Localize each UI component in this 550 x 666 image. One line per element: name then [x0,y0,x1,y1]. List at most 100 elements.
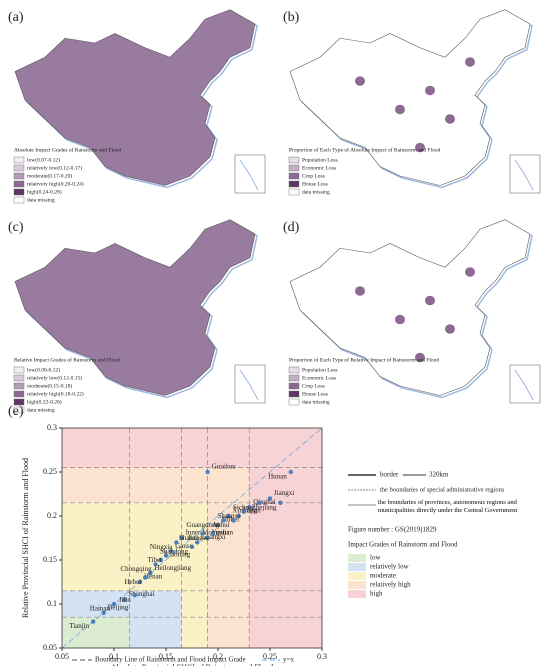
grade-label: high [370,590,383,598]
grade-swatch [348,572,366,580]
point-label: Inner Mongolia [186,529,231,537]
legend-swatch [288,188,300,196]
point [195,540,200,545]
point-label: Guizhou [212,463,237,471]
point [205,469,210,475]
point-label: Tianjin [69,622,89,630]
x-tick-label: 0.05 [55,652,69,661]
point [215,522,221,527]
legend-swatch [13,406,25,414]
point [122,597,127,602]
legend-label: moderate(0.17-0.20) [27,172,72,179]
y-tick-label: 0.15 [43,555,57,564]
point-label: Hebei [124,578,141,586]
point-label: Chongqing [120,565,152,573]
legend-title: Proportion of Each Type of Absolute Impa… [289,146,441,153]
point-label: Sichuan [233,503,256,511]
point [226,513,231,519]
y-tick-label: 0.25 [43,467,57,476]
point [91,619,96,624]
grade-label: relatively high [370,581,411,589]
y-tick-label: 0.3 [47,423,57,432]
inset-coast [514,159,534,191]
point-label: Guangdong [187,521,220,529]
grade-swatch [348,554,366,562]
point [241,509,247,514]
legend-label: Economic Loss [302,375,336,381]
inset-frame [234,154,266,194]
point-label: Tibet [147,556,162,564]
point [236,513,241,519]
point-label: Jilin [119,596,132,604]
inset-frame [509,364,541,404]
legend-text: border [380,471,399,479]
legend-swatch [288,390,300,398]
panel-label: (b) [283,10,300,25]
point-label: Fujian [243,507,261,515]
x-tick-label: 0.1 [109,652,119,661]
legend-label: high(0.24-0.28) [27,188,62,195]
point [111,601,117,607]
point-label: Zhejiang [252,503,277,511]
point-label: Shanghai [128,590,154,598]
point-label: Qinghai [253,498,276,506]
legend-label: relatively high(0.18-0.22) [27,390,84,397]
legend-text: 320km [429,471,449,479]
legend-swatch [288,382,300,390]
map-shapes [14,9,533,399]
point [163,553,169,558]
y-tick-label: 0.2 [47,511,57,520]
grade-swatch [348,590,366,598]
point [200,531,205,536]
legend-text: the boundaries of provinces, autonomous … [378,499,518,514]
grade-title: Impact Grades of Rainstorm and Flood [348,541,458,549]
legend-label: moderate(0.15-0.18) [27,382,72,389]
point-label: Jiangsu [188,534,210,542]
legend-swatch [13,382,25,390]
grade-label: moderate [370,572,396,580]
legend-label: House Loss [302,391,328,397]
y-tick-label: 0.05 [43,643,57,652]
point-label: Shanxi [179,534,199,542]
legend-title: Proportion of Each Type of Relative Impa… [289,356,439,363]
legend-label: Crop Loss [302,383,325,389]
panel-label: (e) [8,404,24,419]
point [257,500,262,505]
point [143,575,148,580]
legend-swatch [288,366,300,374]
legend-label: relatively low(0.12-0.17) [27,164,82,171]
point [101,610,106,615]
plot-frame [61,427,323,649]
grade-swatch [348,563,366,571]
inset-coast [514,369,534,401]
legend-label: Crop Loss [302,173,325,179]
y-axis-label: Relative Provincial SHCI of Rainstorm an… [21,458,30,618]
grade-label: relatively low [370,563,410,571]
x-tick-label: 0.2 [213,652,223,661]
point [267,496,273,501]
point [137,579,143,585]
inset-frame [509,154,541,194]
legend-swatch [13,390,25,398]
point [278,500,283,505]
legend-boundary-label: Boundary Line of Rainstorm and Flood Imp… [95,656,246,664]
point-label: Shaanxi [217,512,240,520]
point-label: Beijing [108,603,129,611]
point [221,518,226,523]
point [231,518,236,523]
point [247,505,252,510]
point-label: Hainan [90,605,111,613]
point-label: Anhui [212,521,230,529]
legend-swatch [13,156,25,164]
legend-label: relatively low(0.12-0.15) [27,374,82,381]
legend-label: high(0.22-0.26) [27,398,62,405]
point [153,562,158,567]
legend-swatch [288,398,300,406]
legend-swatch [288,164,300,172]
point-label: Heilongjiang [154,564,191,572]
legend-swatch [13,374,25,382]
point [148,571,153,576]
point-label: Liaoning [165,551,191,559]
point [158,557,163,563]
